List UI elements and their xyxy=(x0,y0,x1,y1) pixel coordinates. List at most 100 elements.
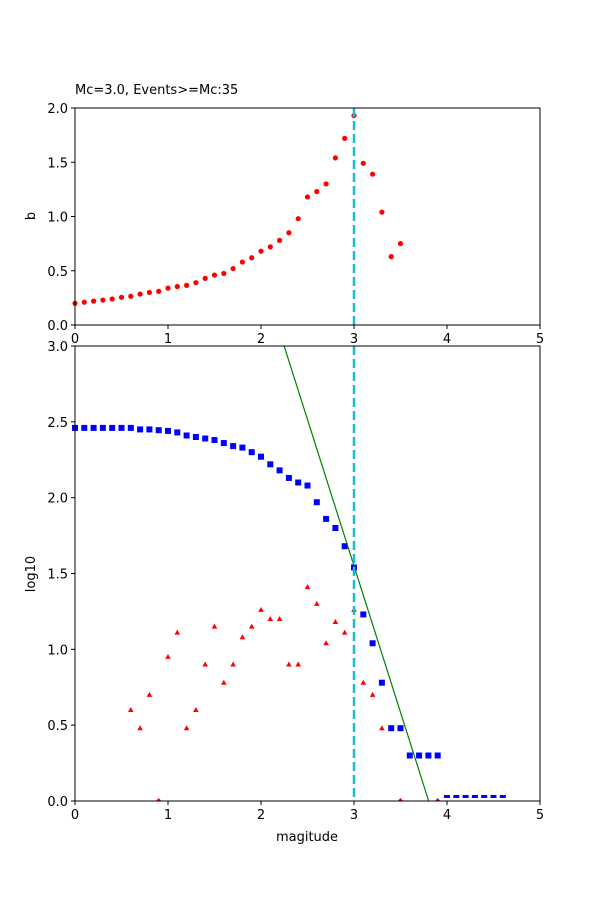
y-tick-label: 3.0 xyxy=(47,340,68,355)
data-point-square xyxy=(462,795,469,798)
x-tick-label: 3 xyxy=(350,808,358,823)
data-point-square xyxy=(118,424,125,431)
data-point-triangle xyxy=(258,606,264,612)
axes-frame xyxy=(74,345,541,802)
data-point xyxy=(258,248,264,254)
data-point-square xyxy=(192,434,199,440)
data-point xyxy=(230,265,236,272)
data-point xyxy=(304,194,311,200)
data-point-square xyxy=(276,467,283,474)
data-point-triangle xyxy=(211,623,218,629)
x-tick-label: 2 xyxy=(257,332,265,347)
data-point-square xyxy=(434,752,441,759)
data-point xyxy=(174,283,180,290)
data-point xyxy=(370,171,376,177)
data-point xyxy=(295,216,301,222)
y-tick-label: 1.0 xyxy=(47,211,68,226)
data-point-triangle xyxy=(230,661,236,667)
y-tick-label: 2.0 xyxy=(47,102,68,117)
data-point-square xyxy=(285,474,292,481)
data-point-square xyxy=(453,795,460,798)
data-point-square xyxy=(313,499,320,506)
data-point xyxy=(388,254,394,260)
data-point xyxy=(91,298,97,304)
data-point-square xyxy=(471,795,478,798)
data-point-triangle xyxy=(332,619,339,625)
data-point xyxy=(277,237,283,243)
data-point-square xyxy=(109,424,116,431)
data-point-triangle xyxy=(239,634,246,640)
data-point-square xyxy=(183,432,190,439)
x-axis-label: magitude xyxy=(276,830,338,845)
data-point xyxy=(100,297,106,303)
data-point xyxy=(379,209,385,215)
data-point-square xyxy=(202,435,209,442)
data-point-square xyxy=(499,795,506,798)
x-tick-label: 5 xyxy=(536,332,544,347)
x-tick-label: 3 xyxy=(350,332,358,347)
data-point-square xyxy=(174,429,181,436)
data-point-triangle xyxy=(360,679,367,685)
data-point xyxy=(211,272,218,278)
x-tick-label: 4 xyxy=(443,808,451,823)
data-point-triangle xyxy=(165,653,171,659)
data-point xyxy=(165,285,171,291)
data-point xyxy=(146,289,152,296)
data-point xyxy=(397,241,404,247)
data-point-triangle xyxy=(434,798,441,801)
fit-line xyxy=(283,345,430,802)
y-axis-label-log10: log10 xyxy=(24,556,39,592)
x-tick-label: 1 xyxy=(164,808,172,823)
y-tick-label: 0.5 xyxy=(47,719,68,734)
data-point-square xyxy=(258,453,264,460)
data-point-triangle xyxy=(304,584,311,590)
data-point xyxy=(323,181,329,187)
data-point-triangle xyxy=(323,640,329,646)
y-tick-label: 1.0 xyxy=(47,643,68,658)
data-point xyxy=(193,280,199,286)
b-value-plot: 0 1 2 3 4 5 0.0 0.5 1.0 1.5 2.0 xyxy=(47,102,544,347)
data-point-square xyxy=(304,482,311,489)
y-tick-label: 1.5 xyxy=(47,156,68,171)
y-tick-label: 0.0 xyxy=(47,795,68,810)
data-point-square xyxy=(220,440,227,447)
data-point xyxy=(342,135,348,141)
y-tick-label: 2.5 xyxy=(47,416,68,431)
data-point-square xyxy=(425,752,432,759)
data-point xyxy=(128,293,134,299)
data-point-square xyxy=(211,437,218,444)
data-point-triangle xyxy=(193,707,199,712)
data-point-triangle xyxy=(183,725,190,731)
data-point xyxy=(156,288,162,294)
data-point-triangle xyxy=(137,725,143,731)
data-point-triangle xyxy=(128,707,134,712)
data-point-square xyxy=(323,515,330,522)
data-point-triangle xyxy=(314,600,320,606)
data-point-square xyxy=(146,426,153,433)
data-point-square xyxy=(99,424,106,431)
data-point xyxy=(109,296,115,302)
data-point xyxy=(249,255,255,261)
data-point-square xyxy=(137,426,144,433)
data-point-square xyxy=(332,525,339,531)
data-point xyxy=(221,270,227,277)
data-point-triangle xyxy=(295,661,301,667)
data-point xyxy=(137,291,143,297)
data-point xyxy=(118,294,125,300)
data-point-square xyxy=(230,443,237,450)
data-point xyxy=(184,282,190,288)
data-point-square xyxy=(388,725,395,732)
data-point-triangle xyxy=(221,679,227,685)
data-point-triangle xyxy=(379,725,385,731)
data-point-triangle xyxy=(202,661,208,667)
axes-frame xyxy=(74,107,541,326)
y-tick-label: 1.5 xyxy=(47,568,68,583)
data-point-triangle xyxy=(267,616,274,621)
data-point-square xyxy=(165,427,171,434)
y-axis-label-b: b xyxy=(24,212,39,220)
data-point-square xyxy=(444,795,450,798)
data-point-triangle xyxy=(341,629,348,635)
data-point-square xyxy=(397,725,404,732)
